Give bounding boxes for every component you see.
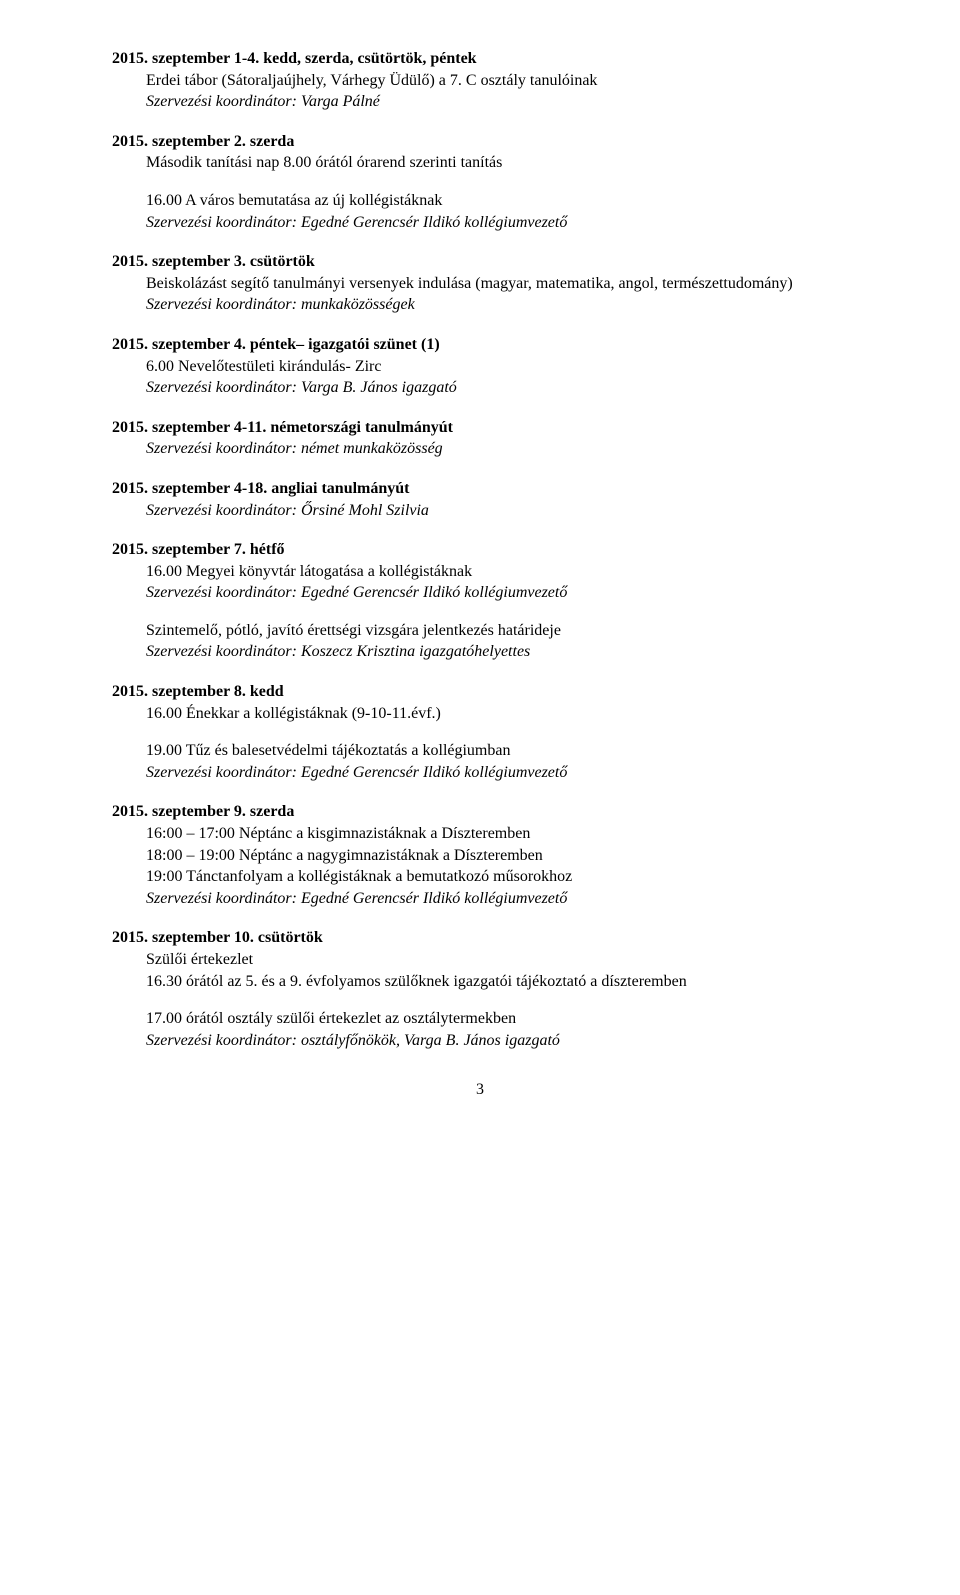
date-heading: 2015. szeptember 4-11. németországi tanu…	[112, 417, 848, 439]
coordinator-line: Szervezési koordinátor: Varga Pálné	[112, 91, 848, 113]
schedule-entry: 2015. szeptember 9. szerda16:00 – 17:00 …	[112, 801, 848, 909]
coordinator-line: Szervezési koordinátor: osztályfőnökök, …	[112, 1030, 848, 1052]
schedule-entry: 2015. szeptember 3. csütörtökBeiskolázás…	[112, 251, 848, 316]
coordinator-line: Szervezési koordinátor: Egedné Gerencsér…	[112, 888, 848, 910]
sub-block: 19.00 Tűz és balesetvédelmi tájékoztatás…	[112, 740, 848, 783]
content-line: 6.00 Nevelőtestületi kirándulás- Zirc	[112, 356, 848, 378]
coordinator-line: Szervezési koordinátor: munkaközösségek	[112, 294, 848, 316]
date-heading: 2015. szeptember 3. csütörtök	[112, 251, 848, 273]
content-line: Szülői értekezlet	[112, 949, 848, 971]
content-line: Erdei tábor (Sátoraljaújhely, Várhegy Üd…	[112, 70, 848, 92]
coordinator-line: Szervezési koordinátor: Egedné Gerencsér…	[112, 212, 848, 234]
date-heading: 2015. szeptember 7. hétfő	[112, 539, 848, 561]
content-line: 16:00 – 17:00 Néptánc a kisgimnazistákna…	[112, 823, 848, 845]
schedule-entry: 2015. szeptember 2. szerdaMásodik tanítá…	[112, 131, 848, 233]
date-heading: 2015. szeptember 4. péntek– igazgatói sz…	[112, 334, 848, 356]
date-heading: 2015. szeptember 9. szerda	[112, 801, 848, 823]
schedule-entry: 2015. szeptember 4-11. németországi tanu…	[112, 417, 848, 460]
coordinator-line: Szervezési koordinátor: Egedné Gerencsér…	[112, 762, 848, 784]
coordinator-line: Szervezési koordinátor: Koszecz Krisztin…	[112, 641, 848, 663]
coordinator-line: Szervezési koordinátor: Egedné Gerencsér…	[112, 582, 848, 604]
schedule-entry: 2015. szeptember 8. kedd16.00 Énekkar a …	[112, 681, 848, 783]
coordinator-line: Szervezési koordinátor: Őrsiné Mohl Szil…	[112, 500, 848, 522]
date-heading: 2015. szeptember 2. szerda	[112, 131, 848, 153]
content-line: 16.00 A város bemutatása az új kollégist…	[112, 190, 848, 212]
content-line: Beiskolázást segítő tanulmányi versenyek…	[112, 273, 848, 295]
content-line: 17.00 órától osztály szülői értekezlet a…	[112, 1008, 848, 1030]
content-line: 16.30 órától az 5. és a 9. évfolyamos sz…	[112, 971, 848, 993]
sub-block: Szintemelő, pótló, javító érettségi vizs…	[112, 620, 848, 663]
content-line: 19.00 Tűz és balesetvédelmi tájékoztatás…	[112, 740, 848, 762]
sub-block: 17.00 órától osztály szülői értekezlet a…	[112, 1008, 848, 1051]
schedule-entry: 2015. szeptember 1-4. kedd, szerda, csüt…	[112, 48, 848, 113]
date-heading: 2015. szeptember 4-18. angliai tanulmány…	[112, 478, 848, 500]
coordinator-line: Szervezési koordinátor: német munkaközös…	[112, 438, 848, 460]
schedule-entry: 2015. szeptember 4. péntek– igazgatói sz…	[112, 334, 848, 399]
content-line: 16.00 Énekkar a kollégistáknak (9-10-11.…	[112, 703, 848, 725]
date-heading: 2015. szeptember 10. csütörtök	[112, 927, 848, 949]
date-heading: 2015. szeptember 1-4. kedd, szerda, csüt…	[112, 48, 848, 70]
content-line: Szintemelő, pótló, javító érettségi vizs…	[112, 620, 848, 642]
content-line: Második tanítási nap 8.00 órától órarend…	[112, 152, 848, 174]
coordinator-line: Szervezési koordinátor: Varga B. János i…	[112, 377, 848, 399]
document-body: 2015. szeptember 1-4. kedd, szerda, csüt…	[112, 48, 848, 1051]
content-line: 16.00 Megyei könyvtár látogatása a kollé…	[112, 561, 848, 583]
content-line: 18:00 – 19:00 Néptánc a nagygimnazistákn…	[112, 845, 848, 867]
sub-block: 16.00 A város bemutatása az új kollégist…	[112, 190, 848, 233]
schedule-entry: 2015. szeptember 4-18. angliai tanulmány…	[112, 478, 848, 521]
date-heading: 2015. szeptember 8. kedd	[112, 681, 848, 703]
page-number: 3	[112, 1079, 848, 1101]
schedule-entry: 2015. szeptember 10. csütörtökSzülői ért…	[112, 927, 848, 1051]
content-line: 19:00 Tánctanfolyam a kollégistáknak a b…	[112, 866, 848, 888]
schedule-entry: 2015. szeptember 7. hétfő16.00 Megyei kö…	[112, 539, 848, 663]
